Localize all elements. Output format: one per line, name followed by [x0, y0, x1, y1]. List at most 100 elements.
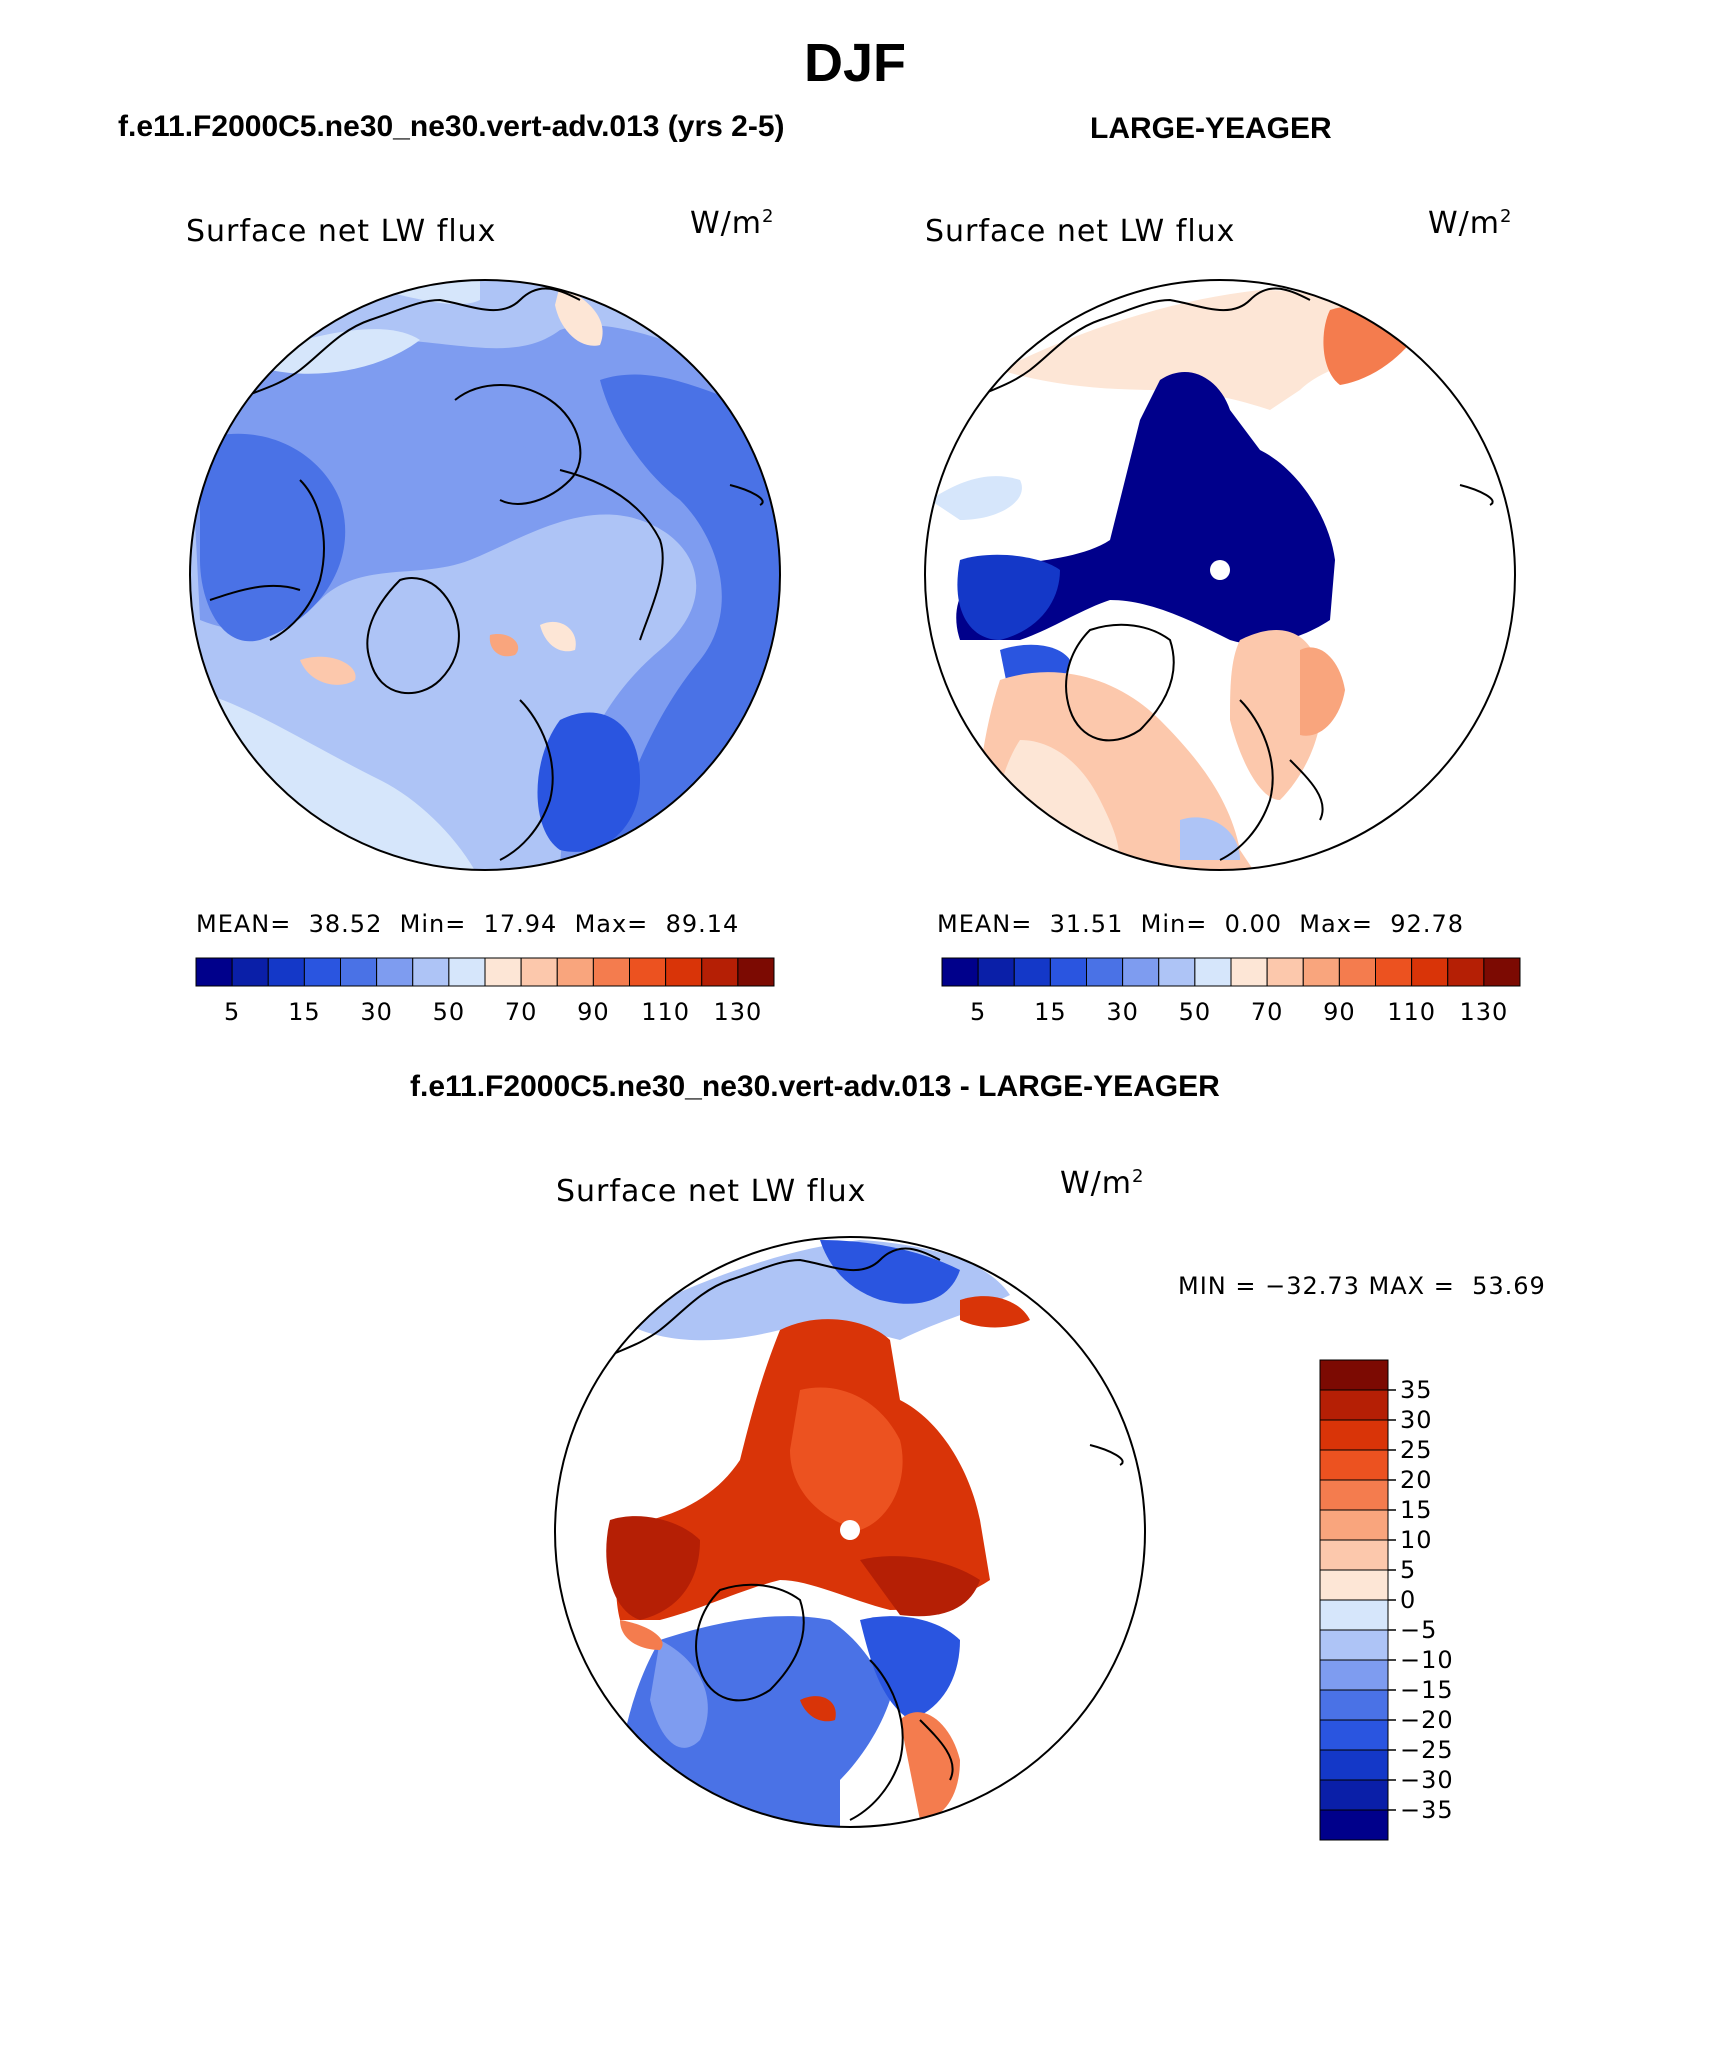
panel2-colorbar: [941, 957, 1521, 987]
panel1-colorbar-swatch: [592, 957, 630, 987]
panel3-colorbar-tick-label: −30: [1400, 1766, 1454, 1794]
panel1-colorbar-swatch: [556, 957, 594, 987]
panel2-colorbar-tick-label: 110: [1387, 998, 1437, 1026]
panel2-colorbar-swatch: [1122, 957, 1160, 987]
panel1-colorbar-swatch: [231, 957, 269, 987]
panel2-plot-title: Surface net LW flux: [925, 214, 1236, 249]
panel1-colorbar-tick-label: 30: [360, 998, 393, 1026]
panel3-colorbar-swatch: [1319, 1749, 1389, 1781]
panel1-colorbar-swatch: [701, 957, 739, 987]
panel3-colorbar-swatch: [1319, 1449, 1389, 1481]
panel3-colorbar-tick-label: −15: [1400, 1676, 1454, 1704]
panel2-colorbar-swatch: [1338, 957, 1376, 987]
panel3-colorbar-swatch: [1319, 1539, 1389, 1571]
panel2-colorbar-swatch: [1411, 957, 1449, 987]
panel1-colorbar-swatch: [448, 957, 486, 987]
panel3-minmax: MIN = −32.73 MAX = 53.69: [1178, 1272, 1546, 1300]
panel1-colorbar-swatch: [737, 957, 775, 987]
panel2-colorbar-swatch: [1266, 957, 1304, 987]
panel2-colorbar-swatch: [1447, 957, 1485, 987]
panel3-colorbar-tick-label: 10: [1400, 1526, 1433, 1554]
panel2-colorbar-swatch: [1302, 957, 1340, 987]
white-dot-icon: [840, 1520, 860, 1540]
panel3-colorbar-swatch: [1319, 1359, 1389, 1391]
panel3-colorbar-tick-label: −10: [1400, 1646, 1454, 1674]
panel3-colorbar-swatch: [1319, 1659, 1389, 1691]
panel2-colorbar-swatch: [1230, 957, 1268, 987]
panel1-colorbar-swatch: [340, 957, 378, 987]
panel1-colorbar-tick-label: 130: [713, 998, 763, 1026]
panel2-subtitle: LARGE-YEAGER: [1090, 112, 1332, 145]
panel2-colorbar-swatch: [1194, 957, 1232, 987]
panel1-colorbar-tick-label: 70: [504, 998, 538, 1026]
panel2-colorbar-tick-label: 130: [1459, 998, 1509, 1026]
white-dot-icon: [1210, 560, 1230, 580]
panel3-colorbar: [1319, 1359, 1396, 1841]
panel3-colorbar-tick-label: −5: [1400, 1616, 1438, 1644]
panel1-colorbar-tick-label: 5: [223, 998, 241, 1026]
panel2-units: W/m2: [1428, 206, 1513, 241]
panel1-coastlines: [209, 287, 764, 861]
panel3-colorbar-tick-label: 20: [1400, 1466, 1433, 1494]
panel3-colorbar-swatch: [1319, 1569, 1389, 1601]
panel1-colorbar-swatch: [195, 957, 233, 987]
panel1-colorbar-tick-label: 50: [432, 998, 466, 1026]
panel3-colorbar-tick-label: −35: [1400, 1796, 1454, 1824]
panel2-stats: MEAN= 31.51 Min= 0.00 Max= 92.78: [937, 910, 1464, 938]
panel2-colorbar-swatch: [1049, 957, 1087, 987]
panel1-colorbar-tick-label: 15: [288, 998, 321, 1026]
bottom-subtitle: f.e11.F2000C5.ne30_ne30.vert-adv.013 - L…: [410, 1070, 1220, 1103]
panel1-colorbar-swatch: [412, 957, 450, 987]
panel3-colorbar-swatch: [1319, 1779, 1389, 1811]
panel2-colorbar-swatch: [1375, 957, 1413, 987]
panel3-coastlines: [599, 1247, 1124, 1821]
panel1-colorbar-swatch: [629, 957, 667, 987]
panel3-colorbar-tick-label: −25: [1400, 1736, 1454, 1764]
figure-title: DJF: [803, 33, 906, 93]
panel2-colorbar-tick-label: 15: [1034, 998, 1067, 1026]
panel3-units: W/m2: [1060, 1166, 1145, 1201]
panel3-plot-title: Surface net LW flux: [556, 1174, 867, 1209]
panel2-colorbar-swatch: [1086, 957, 1124, 987]
panel2-colorbar-swatch: [1483, 957, 1521, 987]
panel1-colorbar-swatch: [665, 957, 703, 987]
panel3-colorbar-swatch: [1319, 1389, 1389, 1421]
panel3-colorbar-tick-label: 15: [1400, 1496, 1433, 1524]
panel2-colorbar-swatch: [941, 957, 979, 987]
panel3-map-border: [554, 1236, 1146, 1828]
panel1-colorbar-swatch: [267, 957, 305, 987]
panel3-colorbar-swatch: [1319, 1419, 1389, 1451]
panel3-colorbar-tick-label: 5: [1400, 1556, 1417, 1584]
panel3-colorbar-tick-label: 0: [1400, 1586, 1417, 1614]
panel3-colorbar-swatch: [1319, 1599, 1389, 1631]
panel2-colorbar-tick-label: 50: [1178, 998, 1212, 1026]
panel3-colorbar-swatch: [1319, 1719, 1389, 1751]
panel1-colorbar-tick-label: 90: [577, 998, 610, 1026]
panel2-coastlines: [969, 287, 1494, 861]
panel1-colorbar: [195, 957, 775, 987]
panel1-subtitle: f.e11.F2000C5.ne30_ne30.vert-adv.013 (yr…: [118, 110, 785, 143]
panel3-colorbar-tick-label: 30: [1400, 1406, 1433, 1434]
panel2-colorbar-tick-label: 90: [1323, 998, 1356, 1026]
panel2-colorbar-tick-label: 5: [969, 998, 987, 1026]
panel2-colorbar-swatch: [1013, 957, 1051, 987]
panel1-colorbar-swatch: [376, 957, 414, 987]
panel1-colorbar-swatch: [484, 957, 522, 987]
panel1-map: [190, 280, 780, 870]
panel3-colorbar-swatch: [1319, 1509, 1389, 1541]
panel3-colorbar-tick-label: 25: [1400, 1436, 1433, 1464]
panel1-colorbar-tick-label: 110: [641, 998, 691, 1026]
panel1-colorbar-swatch: [303, 957, 341, 987]
panel3-colorbar-swatch: [1319, 1629, 1389, 1661]
panel2-colorbar-tick-label: 70: [1250, 998, 1284, 1026]
panel2-colorbar-swatch: [1158, 957, 1196, 987]
panel1-stats: MEAN= 38.52 Min= 17.94 Max= 89.14: [196, 910, 740, 938]
panel3-colorbar-swatch: [1319, 1809, 1389, 1841]
panel2-colorbar-swatch: [977, 957, 1015, 987]
panel2-colorbar-tick-label: 30: [1106, 998, 1139, 1026]
panel1-map-border: [189, 279, 781, 871]
panel3-colorbar-tick-label: −20: [1400, 1706, 1454, 1734]
panel1-plot-title: Surface net LW flux: [186, 214, 497, 249]
panel2-map-border: [924, 279, 1516, 871]
